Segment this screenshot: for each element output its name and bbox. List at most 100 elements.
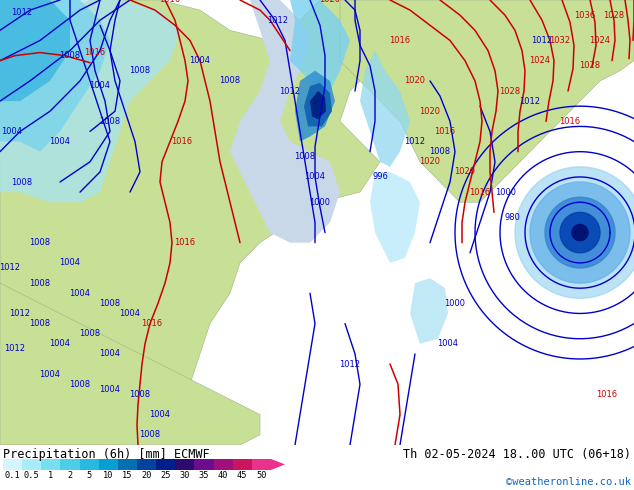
Text: 1012: 1012 bbox=[0, 264, 20, 272]
Bar bbox=[99, 459, 118, 470]
Text: 1: 1 bbox=[48, 471, 53, 481]
Text: 1028: 1028 bbox=[604, 11, 624, 20]
Polygon shape bbox=[572, 224, 588, 241]
Text: 1016: 1016 bbox=[84, 48, 106, 57]
Text: 1004: 1004 bbox=[89, 81, 110, 91]
Bar bbox=[60, 459, 80, 470]
Polygon shape bbox=[0, 0, 70, 122]
Polygon shape bbox=[304, 83, 332, 126]
Text: 1016: 1016 bbox=[559, 117, 581, 126]
Text: 1020: 1020 bbox=[455, 168, 476, 176]
Text: 1004: 1004 bbox=[49, 339, 70, 348]
Polygon shape bbox=[360, 50, 410, 167]
Text: 1012: 1012 bbox=[339, 360, 361, 368]
Text: 1016: 1016 bbox=[171, 137, 193, 146]
Polygon shape bbox=[530, 182, 630, 283]
Text: 15: 15 bbox=[122, 471, 133, 481]
Text: 1004: 1004 bbox=[70, 289, 91, 298]
Polygon shape bbox=[410, 278, 448, 344]
Polygon shape bbox=[0, 0, 400, 445]
Text: 1008: 1008 bbox=[11, 177, 32, 187]
Text: 1024: 1024 bbox=[529, 56, 550, 65]
Text: 1008: 1008 bbox=[100, 117, 120, 126]
Text: 1016: 1016 bbox=[141, 319, 162, 328]
Text: 1004: 1004 bbox=[119, 309, 141, 318]
Text: 1028: 1028 bbox=[579, 61, 600, 70]
Text: 996: 996 bbox=[372, 172, 388, 181]
Bar bbox=[41, 459, 60, 470]
Text: 1032: 1032 bbox=[550, 36, 571, 45]
Polygon shape bbox=[290, 0, 350, 91]
Text: 1016: 1016 bbox=[159, 0, 181, 4]
Text: 1008: 1008 bbox=[29, 319, 51, 328]
Bar bbox=[22, 459, 41, 470]
Bar bbox=[233, 459, 252, 470]
Text: 1008: 1008 bbox=[129, 390, 150, 399]
Text: 1008: 1008 bbox=[429, 147, 451, 156]
Text: 1008: 1008 bbox=[29, 279, 51, 288]
Text: 1012: 1012 bbox=[531, 36, 552, 45]
Bar bbox=[137, 459, 156, 470]
Text: 10: 10 bbox=[103, 471, 113, 481]
Text: 1020: 1020 bbox=[320, 0, 340, 4]
Polygon shape bbox=[370, 172, 420, 263]
Text: 1004: 1004 bbox=[100, 385, 120, 394]
Text: 1012: 1012 bbox=[4, 344, 25, 353]
Text: 1000: 1000 bbox=[309, 198, 330, 207]
Text: 1016: 1016 bbox=[174, 238, 195, 247]
Bar bbox=[195, 459, 214, 470]
Text: 1008: 1008 bbox=[29, 238, 51, 247]
Text: 1008: 1008 bbox=[139, 430, 160, 440]
Text: Precipitation (6h) [mm] ECMWF: Precipitation (6h) [mm] ECMWF bbox=[3, 448, 210, 461]
Text: 1016: 1016 bbox=[389, 36, 411, 45]
Polygon shape bbox=[230, 0, 340, 243]
Polygon shape bbox=[545, 197, 615, 268]
Text: 45: 45 bbox=[237, 471, 247, 481]
Text: 2: 2 bbox=[67, 471, 73, 481]
Text: 1000: 1000 bbox=[496, 188, 517, 196]
Text: 1004: 1004 bbox=[60, 258, 81, 268]
Bar bbox=[118, 459, 137, 470]
Text: 1012: 1012 bbox=[10, 309, 30, 318]
Polygon shape bbox=[295, 71, 335, 142]
Bar bbox=[3, 459, 22, 470]
Text: 1024: 1024 bbox=[590, 36, 611, 45]
Polygon shape bbox=[310, 91, 326, 120]
Text: 1020: 1020 bbox=[420, 157, 441, 166]
Text: 1016: 1016 bbox=[597, 390, 618, 399]
Text: ©weatheronline.co.uk: ©weatheronline.co.uk bbox=[506, 477, 631, 487]
Text: 1012: 1012 bbox=[519, 97, 541, 106]
Polygon shape bbox=[340, 0, 634, 202]
Text: 1004: 1004 bbox=[150, 410, 171, 419]
Text: 1008: 1008 bbox=[129, 66, 150, 75]
Text: 1016: 1016 bbox=[469, 188, 491, 196]
Text: 0.1: 0.1 bbox=[4, 471, 20, 481]
Text: 35: 35 bbox=[198, 471, 209, 481]
Text: 1000: 1000 bbox=[444, 299, 465, 308]
Text: 1012: 1012 bbox=[268, 16, 288, 24]
Bar bbox=[252, 459, 271, 470]
Text: 25: 25 bbox=[160, 471, 171, 481]
Polygon shape bbox=[271, 459, 285, 470]
Text: 1004: 1004 bbox=[100, 349, 120, 358]
Text: 1012: 1012 bbox=[11, 8, 32, 17]
Polygon shape bbox=[560, 212, 600, 253]
Polygon shape bbox=[0, 0, 180, 202]
Polygon shape bbox=[515, 167, 634, 298]
Text: 1004: 1004 bbox=[304, 172, 325, 181]
Text: 1008: 1008 bbox=[219, 76, 240, 85]
Text: 1016: 1016 bbox=[434, 127, 456, 136]
Text: 50: 50 bbox=[256, 471, 267, 481]
Polygon shape bbox=[0, 0, 110, 152]
Text: 0.5: 0.5 bbox=[24, 471, 39, 481]
Text: 20: 20 bbox=[141, 471, 152, 481]
Text: 1004: 1004 bbox=[437, 339, 458, 348]
Bar bbox=[80, 459, 99, 470]
Text: 1004: 1004 bbox=[190, 56, 210, 65]
Text: 1012: 1012 bbox=[404, 137, 425, 146]
Text: 980: 980 bbox=[504, 213, 520, 222]
Text: 1008: 1008 bbox=[60, 51, 81, 60]
Bar bbox=[214, 459, 233, 470]
Text: 1008: 1008 bbox=[70, 380, 91, 389]
Text: 1012: 1012 bbox=[280, 87, 301, 96]
